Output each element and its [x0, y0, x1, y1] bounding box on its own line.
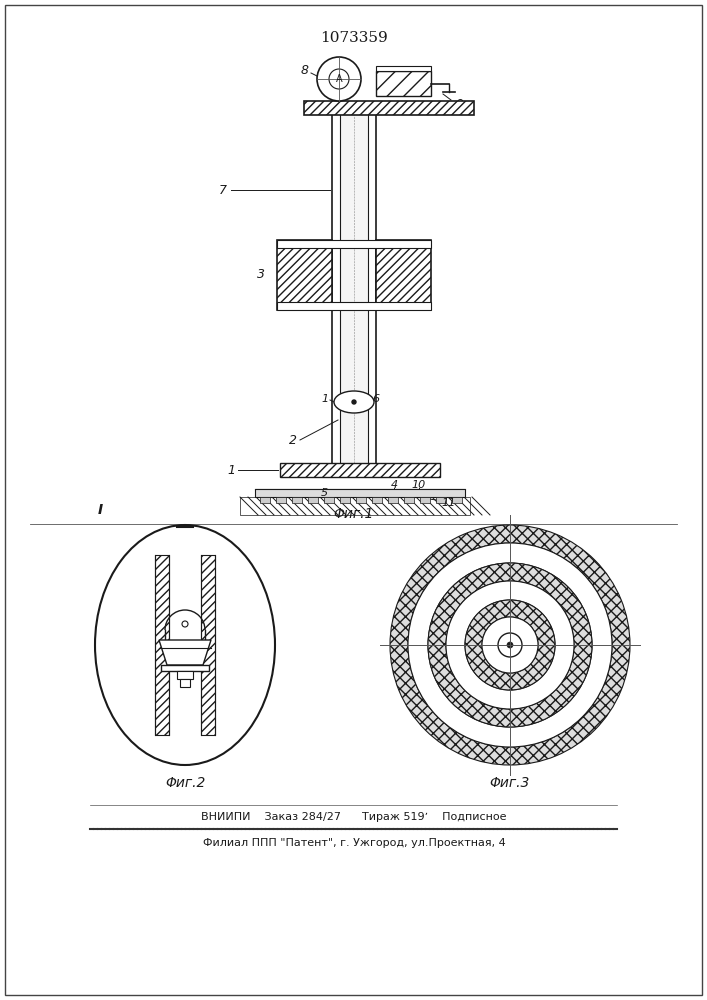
Text: ВНИИПИ    Заказ 284/27      Тираж 519ʼ    Подписное: ВНИИПИ Заказ 284/27 Тираж 519ʼ Подписное: [201, 812, 507, 822]
Text: 8: 8: [301, 64, 309, 78]
Bar: [161, 665, 209, 671]
Text: 11: 11: [442, 498, 456, 508]
Text: 6: 6: [372, 394, 379, 404]
Bar: [308, 497, 318, 503]
Bar: [177, 671, 193, 679]
Bar: [277, 302, 431, 310]
Circle shape: [507, 642, 513, 648]
Bar: [260, 497, 270, 503]
Circle shape: [498, 633, 522, 657]
Circle shape: [182, 621, 188, 627]
Text: 9: 9: [455, 98, 463, 111]
Bar: [376, 66, 431, 71]
Text: I: I: [98, 503, 103, 517]
Bar: [304, 101, 474, 115]
Text: 1: 1: [227, 464, 235, 477]
Bar: [340, 497, 350, 503]
Text: Филиал ППП "Патент", г. Ужгород, ул.Проектная, 4: Филиал ППП "Патент", г. Ужгород, ул.Прое…: [203, 838, 506, 848]
Text: 5: 5: [320, 488, 327, 498]
Bar: [255, 489, 465, 497]
Text: Φиг.3: Φиг.3: [490, 776, 530, 790]
Bar: [420, 497, 430, 503]
Bar: [404, 497, 414, 503]
Bar: [376, 71, 431, 96]
Text: Φиг.2: Φиг.2: [165, 776, 205, 790]
Bar: [155, 555, 169, 735]
Bar: [356, 497, 366, 503]
Bar: [340, 115, 368, 463]
Bar: [180, 679, 190, 687]
Bar: [372, 497, 382, 503]
Bar: [388, 497, 398, 503]
Ellipse shape: [334, 391, 374, 413]
Circle shape: [329, 69, 349, 89]
Bar: [376, 240, 431, 310]
Bar: [292, 497, 302, 503]
Bar: [277, 240, 332, 310]
Text: A: A: [336, 74, 342, 84]
Bar: [240, 497, 470, 515]
Text: 10: 10: [412, 480, 426, 490]
Text: Φиг.1: Φиг.1: [334, 507, 374, 521]
Text: 1073359: 1073359: [320, 31, 388, 45]
Text: 7: 7: [219, 184, 227, 196]
Bar: [280, 463, 440, 477]
Text: 4: 4: [390, 480, 397, 490]
Bar: [276, 497, 286, 503]
Bar: [201, 555, 215, 735]
Circle shape: [352, 400, 356, 404]
Text: 1: 1: [322, 394, 329, 404]
Bar: [452, 497, 462, 503]
Ellipse shape: [95, 525, 275, 765]
Circle shape: [317, 57, 361, 101]
Circle shape: [482, 617, 538, 673]
Text: 3: 3: [257, 268, 265, 282]
Bar: [436, 497, 446, 503]
Bar: [324, 497, 334, 503]
Bar: [277, 240, 431, 248]
Text: 2: 2: [289, 434, 297, 446]
Polygon shape: [159, 640, 211, 665]
